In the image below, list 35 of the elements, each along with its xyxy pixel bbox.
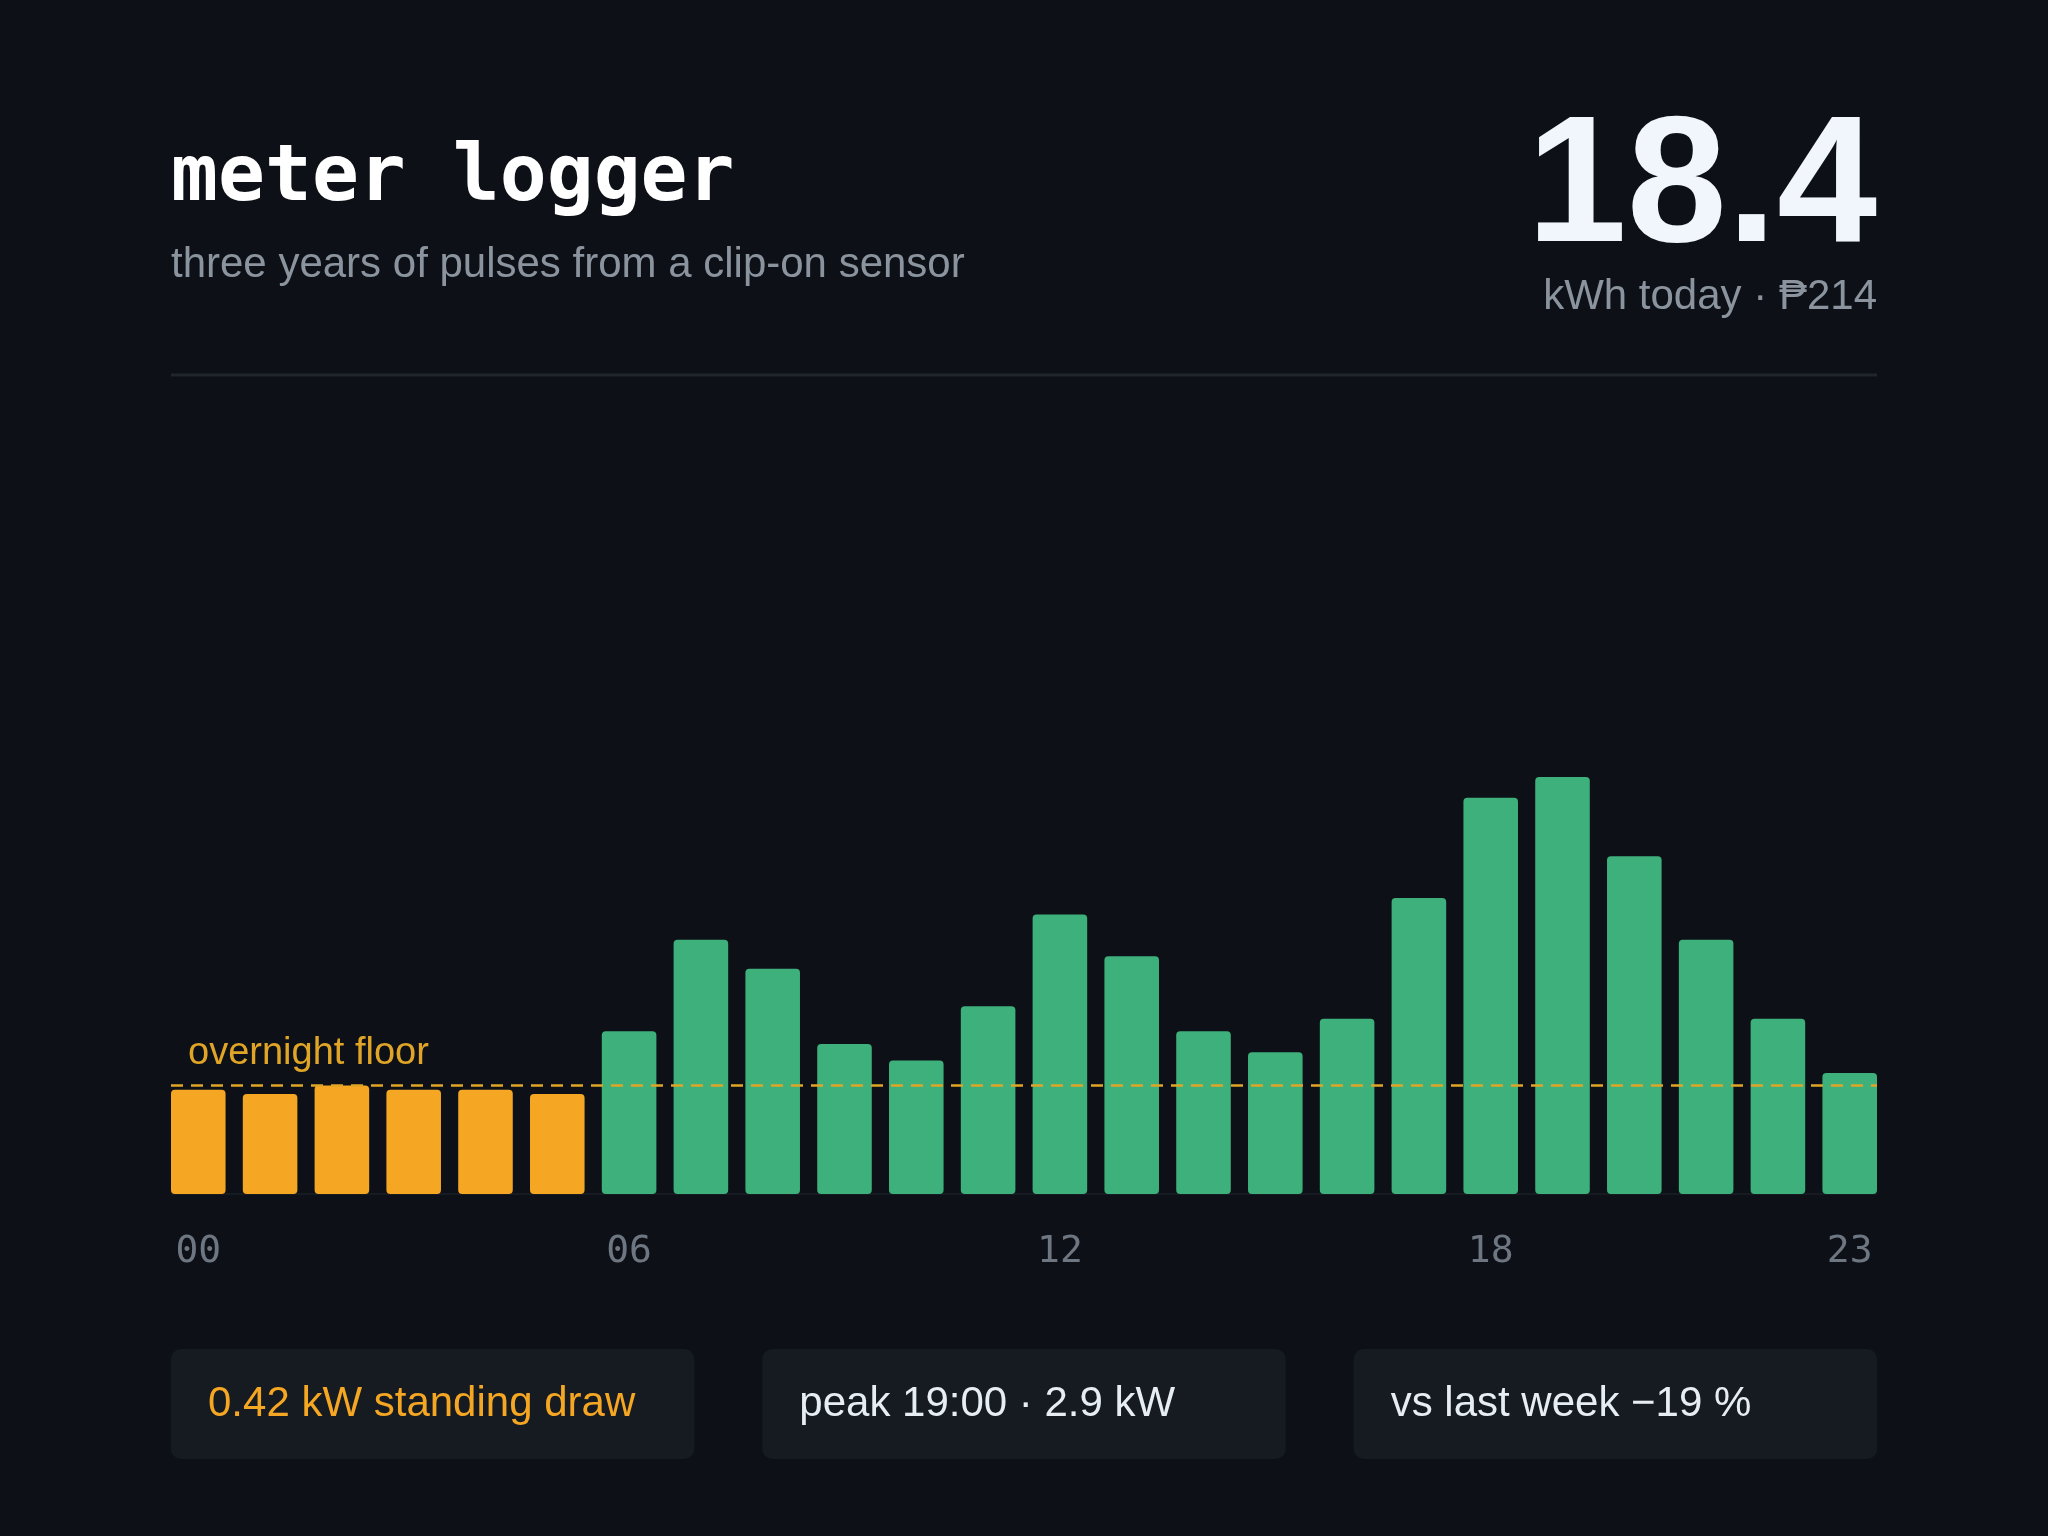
- bar: [386, 1089, 441, 1194]
- text: vs last week −19 %: [1390, 1378, 1752, 1425]
- bar: [242, 1093, 298, 1194]
- bar: [171, 1089, 226, 1194]
- bar: [817, 1043, 872, 1194]
- bar: [1248, 1052, 1303, 1194]
- x-tick-label: 00: [175, 1227, 222, 1271]
- text: 0.42 kW standing draw: [208, 1378, 636, 1425]
- bar: [1391, 897, 1447, 1194]
- bar: [889, 1060, 944, 1194]
- x-tick-label: 23: [1826, 1227, 1873, 1271]
- text: peak 19:00 · 2.9 kW: [799, 1378, 1176, 1425]
- bar: [1822, 1073, 1877, 1194]
- bar: [1176, 1031, 1231, 1194]
- bar: [745, 968, 800, 1194]
- bar: [314, 1085, 370, 1194]
- bar: [1104, 956, 1159, 1194]
- bar: [1319, 1018, 1375, 1194]
- bar: [1678, 939, 1734, 1194]
- chart-subtitle: three years of pulses from a clip-on sensor: [171, 239, 965, 286]
- chart-title: meter logger: [171, 128, 735, 218]
- bar: [1750, 1018, 1806, 1194]
- bar: [960, 1006, 1016, 1194]
- bar: [458, 1089, 513, 1194]
- bar: [1535, 777, 1590, 1194]
- x-tick-label: 18: [1467, 1227, 1514, 1271]
- bar: [601, 1031, 657, 1194]
- bar: [1607, 856, 1662, 1194]
- bar: [530, 1093, 585, 1194]
- bar: [673, 939, 729, 1194]
- ref-line-label: overnight floor: [188, 1029, 430, 1072]
- bar: [1032, 914, 1088, 1194]
- bar: [1463, 797, 1518, 1194]
- x-tick-label: 12: [1037, 1227, 1083, 1271]
- x-tick-label: 06: [606, 1227, 652, 1271]
